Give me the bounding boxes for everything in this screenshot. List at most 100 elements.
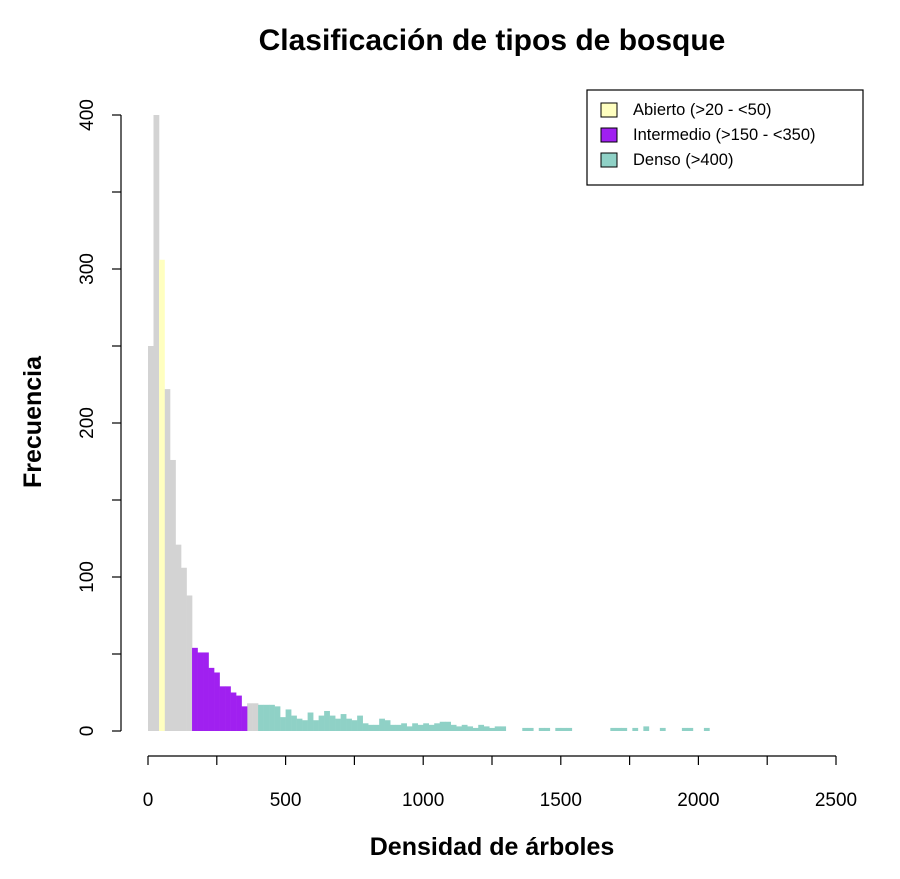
histogram-bar-denso — [291, 715, 297, 731]
histogram-bar-denso — [329, 715, 336, 731]
histogram-bar-intermedio — [208, 667, 215, 731]
histogram-bar-denso — [373, 724, 380, 731]
legend-label: Denso (>400) — [633, 151, 733, 169]
y-axis: 0 100 200 300 400 — [77, 99, 122, 737]
histogram-bar-denso — [395, 724, 402, 731]
histogram-bar-denso — [362, 723, 369, 731]
histogram-bar-denso — [687, 727, 694, 731]
histogram-bar-intermedio — [197, 652, 204, 731]
legend-swatch — [600, 127, 618, 143]
histogram-bar-unclassified — [170, 459, 176, 731]
histogram-bar-denso — [445, 721, 452, 731]
x-tick-label: 1500 — [540, 790, 582, 811]
histogram-bar-denso — [681, 727, 688, 731]
histogram-bar-denso — [263, 704, 270, 731]
y-axis-label: Frecuencia — [19, 355, 47, 488]
histogram-bar-denso — [500, 726, 507, 731]
histogram-bar-denso — [406, 726, 413, 731]
legend-items: Abierto (>20 - <50) Intermedio (>150 - <3… — [600, 101, 816, 169]
histogram-bar-unclassified — [247, 703, 253, 731]
histogram-bar-denso — [401, 723, 407, 731]
histogram-bar-denso — [274, 706, 281, 731]
histogram-bar-denso — [560, 727, 567, 731]
histogram-bar-denso — [384, 720, 391, 731]
histogram-bar-denso — [527, 727, 534, 731]
histogram-bar-denso — [307, 712, 314, 731]
legend-box — [586, 89, 864, 186]
histogram-bar-denso — [280, 717, 286, 731]
histogram-bar-denso — [643, 726, 650, 731]
x-axis-label: Densidad de árboles — [370, 833, 615, 861]
histogram-bar-denso — [428, 724, 435, 731]
histogram-bar-unclassified — [164, 389, 171, 731]
y-tick-label: 300 — [77, 253, 98, 285]
histogram-bar-denso — [478, 724, 485, 731]
histogram-bar-denso — [269, 704, 275, 731]
legend-swatch — [600, 152, 618, 168]
legend-label: Abierto (>20 - <50) — [633, 101, 772, 119]
histogram-bar-denso — [346, 718, 352, 731]
histogram-bar-denso — [450, 724, 457, 731]
histogram-bar-denso — [472, 727, 479, 731]
histogram-bar-unclassified — [153, 115, 160, 731]
histogram-bar-intermedio — [203, 652, 209, 731]
histogram-bar-denso — [379, 718, 385, 731]
histogram-bar-intermedio — [225, 686, 231, 731]
histogram-bar-intermedio — [241, 706, 248, 731]
y-tick-label: 400 — [77, 99, 98, 131]
histogram-bar-intermedio — [219, 686, 226, 731]
histogram-bar-denso — [318, 715, 325, 731]
histogram-bar-denso — [483, 726, 490, 731]
histogram-bar-denso — [423, 723, 429, 731]
histogram-bar-unclassified — [181, 567, 187, 731]
y-tick-label: 100 — [77, 561, 98, 593]
histogram-bar-abierto — [159, 259, 165, 731]
histogram-bar-denso — [615, 727, 622, 731]
y-tick-label: 200 — [77, 407, 98, 439]
histogram-bar-denso — [621, 727, 628, 731]
histogram-bar-intermedio — [230, 692, 237, 731]
histogram-bar-denso — [340, 714, 347, 731]
x-tick-label: 500 — [270, 790, 302, 811]
histogram-bar-denso — [456, 726, 463, 731]
histogram-bar-denso — [302, 720, 308, 731]
chart-title: Clasificación de tipos de bosque — [259, 24, 726, 57]
x-tick-label: 2500 — [815, 790, 857, 811]
histogram-bar-denso — [357, 715, 363, 731]
x-tick-label: 2000 — [677, 790, 719, 811]
histogram-bar-unclassified — [175, 544, 182, 731]
histogram-bar-denso — [522, 727, 529, 731]
histogram-bar-denso — [434, 723, 441, 731]
histogram-bar-denso — [555, 727, 562, 731]
histogram-bar-denso — [285, 709, 292, 731]
histogram-bar-denso — [324, 710, 330, 731]
histogram-bar-denso — [538, 727, 545, 731]
histogram-bar-intermedio — [236, 695, 242, 731]
histogram-bar-intermedio — [192, 647, 198, 731]
histogram-bar-denso — [489, 727, 496, 731]
histogram-bar-denso — [703, 727, 710, 731]
histogram-bar-denso — [368, 724, 374, 731]
histogram-bar-denso — [610, 727, 617, 731]
legend-label: Intermedio (>150 - <350) — [633, 126, 816, 144]
x-tick-label: 1000 — [402, 790, 444, 811]
histogram-bar-denso — [439, 721, 446, 731]
histogram-bar-unclassified — [148, 346, 154, 731]
legend: Abierto (>20 - <50) Intermedio (>150 - <3… — [586, 89, 864, 186]
histogram-bar-denso — [659, 727, 666, 731]
histogram-bar-denso — [417, 724, 424, 731]
histogram-bar-unclassified — [252, 703, 259, 731]
histogram-bar-denso — [412, 723, 418, 731]
y-tick-label: 0 — [77, 726, 98, 737]
histogram-bar-denso — [313, 720, 319, 731]
histogram-bar-denso — [632, 727, 639, 731]
histogram-bar-denso — [467, 726, 474, 731]
histogram-bar-unclassified — [186, 595, 193, 731]
histogram-bar-denso — [544, 727, 551, 731]
histogram-bar-denso — [566, 727, 573, 731]
x-axis: 0 500 1000 1500 2000 2500 — [143, 755, 857, 811]
histogram-bar-intermedio — [214, 672, 220, 731]
x-tick-label: 0 — [143, 790, 154, 811]
histogram-bar-denso — [390, 724, 396, 731]
